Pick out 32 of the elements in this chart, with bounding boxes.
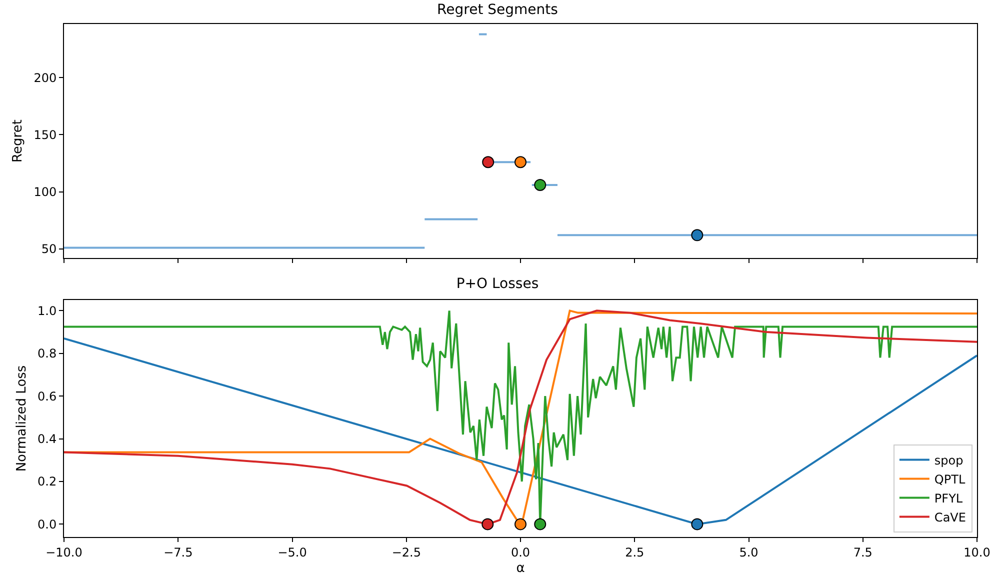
point: [534, 178, 546, 191]
y-tick-label: 1.0: [38, 304, 57, 318]
y-tick-label: 0.6: [38, 389, 57, 404]
x-tick-label: 5.0: [739, 545, 758, 560]
y-tick-label: 200: [34, 70, 57, 85]
x-axis-title: α: [516, 561, 525, 576]
y-axis-title: Regret: [10, 120, 26, 162]
x-tick-label: −2.5: [392, 545, 421, 560]
x-tick-label: −5.0: [278, 545, 307, 560]
chart-title: P+O Losses: [456, 276, 539, 292]
x-tick-label: −10.0: [46, 545, 82, 560]
y-tick-label: 0.4: [38, 432, 57, 446]
y-tick-label: 0.8: [38, 346, 57, 361]
chart-title: Regret Segments: [437, 2, 558, 18]
legend-label: PFYL: [934, 491, 963, 506]
x-tick-label: −7.5: [164, 545, 193, 560]
y-tick-label: 100: [34, 185, 57, 199]
y-tick-label: 150: [34, 128, 57, 142]
legend-label: CaVE: [934, 510, 966, 524]
x-tick-label: 7.5: [853, 545, 872, 560]
x-tick-label: 2.5: [625, 545, 644, 560]
x-tick-label: 0.0: [510, 545, 530, 560]
x-tick-label: 10.0: [964, 545, 990, 560]
point: [482, 156, 494, 168]
y-axis-title: Normalized Loss: [14, 365, 30, 472]
y-tick-label: 50: [41, 242, 57, 256]
point: [691, 229, 704, 242]
point: [514, 156, 526, 168]
legend-label: QPTL: [934, 472, 966, 486]
y-tick-label: 0.0: [38, 517, 57, 532]
legend-label: spop: [934, 453, 964, 468]
y-tick-label: 0.2: [38, 474, 57, 489]
